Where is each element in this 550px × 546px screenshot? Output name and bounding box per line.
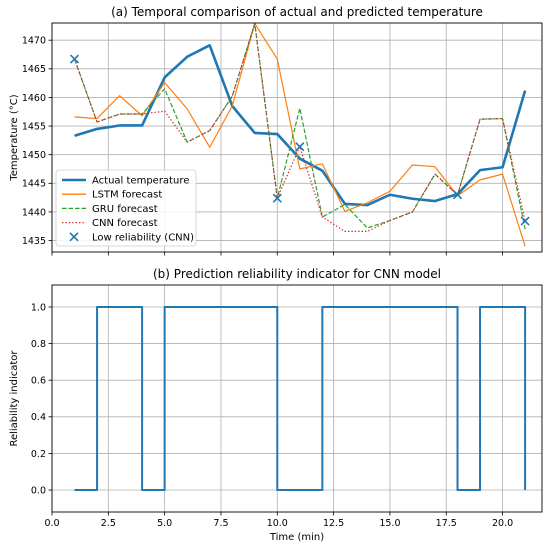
panel-a-y-tick-label: 1435 <box>22 236 46 247</box>
legend-entry-label: CNN forecast <box>92 218 158 229</box>
x-marker-stroke <box>69 54 80 64</box>
panel-a-y-tick-label: 1460 <box>22 93 46 104</box>
panel-a-y-tick-label: 1440 <box>22 207 46 218</box>
panel-a-y-tick-label: 1445 <box>22 179 46 190</box>
panel-b-x-tick-label: 5.0 <box>157 518 172 529</box>
panel-b-y-tick-label: 0.8 <box>31 339 46 350</box>
panel-a-series-actual-temperature-line <box>74 44 527 207</box>
panel-b-title: (b) Prediction reliability indicator for… <box>153 267 441 281</box>
legend-entry-label: Actual temperature <box>92 176 189 187</box>
panel-b-x-tick-label: 17.5 <box>436 518 457 529</box>
panel-a-y-tick-label: 1470 <box>22 36 46 47</box>
legend-marker-low-reliability <box>69 232 79 242</box>
panel-a-title: (a) Temporal comparison of actual and pr… <box>111 5 483 19</box>
panel-a-series-low-reliability-cnn-point <box>69 54 80 64</box>
panel-b-x-tick-label: 12.5 <box>323 518 344 529</box>
panel-b-frame <box>51 284 543 513</box>
panel-b-x-tick-label: 0.0 <box>44 518 59 529</box>
panel-b-x-tick-label: 2.5 <box>101 518 116 529</box>
panel-a-plot-area <box>73 23 527 247</box>
panel-a-series-low-reliability-cnn-point <box>452 190 463 200</box>
panel-b-x-tick-label: 7.5 <box>213 518 228 529</box>
panel-b-y-tick-label: 0.0 <box>31 485 46 496</box>
panel-a-y-tick-label: 1450 <box>22 150 46 161</box>
panel-a-y-tick-label: 1465 <box>22 64 46 75</box>
panel-b-y-tick-label: 0.2 <box>31 449 46 460</box>
panel-a-series-low-reliability-cnn-point <box>272 193 282 203</box>
panel-b-x-tick-label: 20.0 <box>492 518 513 529</box>
panel-a-frame <box>51 22 543 253</box>
panel-a-series-lstm-forecast-line <box>74 23 526 247</box>
panel-b-y-tick-label: 0.4 <box>31 412 46 423</box>
x-marker-stroke <box>295 142 305 152</box>
panel-a-y-axis-label: Temperature (°C) <box>9 94 20 181</box>
x-marker-stroke <box>452 190 463 200</box>
panel-b-x-axis-label: Time (min) <box>269 532 324 543</box>
panel-a-y-tick-label: 1455 <box>22 121 46 132</box>
panel-b-series-reliability-line <box>74 305 527 492</box>
panel-b-y-axis-label: Reliability indicator <box>9 350 20 447</box>
panel-a-series-low-reliability-cnn-point <box>295 142 305 152</box>
panel-b-x-tick-label: 10.0 <box>267 518 288 529</box>
panel-b-y-tick-label: 0.6 <box>31 376 46 387</box>
panel-b-plot-area <box>74 305 527 492</box>
legend-entry-label: GRU forecast <box>92 204 158 215</box>
panel-a-series-cnn-forecast-line <box>73 23 526 232</box>
panel-b-y-tick-label: 1.0 <box>31 302 46 313</box>
legend: Actual temperature LSTM forecast GRU forec… <box>55 169 197 247</box>
legend-entry-label: Low reliability (CNN) <box>92 232 194 243</box>
panel-b-x-tick-label: 15.0 <box>379 518 400 529</box>
x-marker-stroke <box>520 216 530 226</box>
legend-entry-label: LSTM forecast <box>92 190 162 201</box>
legend-box <box>55 169 197 247</box>
panel-a-series-low-reliability-cnn-point <box>520 216 530 226</box>
x-marker-stroke <box>272 193 282 203</box>
